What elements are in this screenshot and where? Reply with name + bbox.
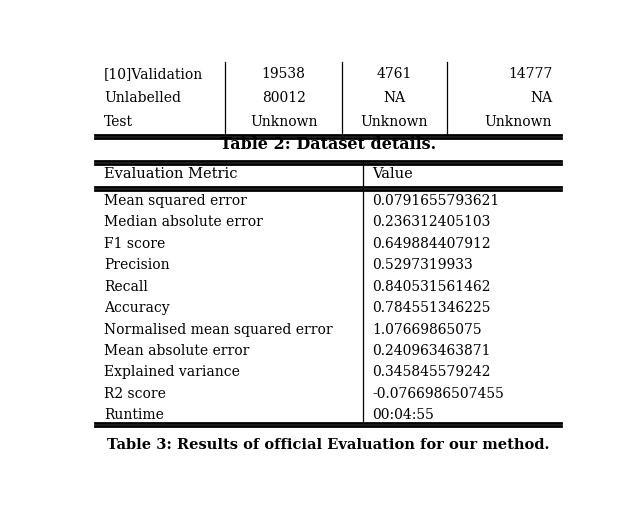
Text: Median absolute error: Median absolute error bbox=[104, 215, 262, 229]
Text: 0.649884407912: 0.649884407912 bbox=[372, 236, 490, 251]
Text: Runtime: Runtime bbox=[104, 408, 164, 422]
Text: R2 score: R2 score bbox=[104, 387, 166, 401]
Text: Normalised mean squared error: Normalised mean squared error bbox=[104, 323, 332, 337]
Text: Unknown: Unknown bbox=[484, 115, 552, 129]
Text: 00:04:55: 00:04:55 bbox=[372, 408, 434, 422]
Text: Accuracy: Accuracy bbox=[104, 301, 170, 315]
Text: Table 3: Results of official Evaluation for our method.: Table 3: Results of official Evaluation … bbox=[107, 438, 549, 452]
Text: Mean absolute error: Mean absolute error bbox=[104, 344, 249, 358]
Text: 0.240963463871: 0.240963463871 bbox=[372, 344, 490, 358]
Text: 0.345845579242: 0.345845579242 bbox=[372, 365, 490, 380]
Text: Unlabelled: Unlabelled bbox=[104, 91, 181, 105]
Text: 80012: 80012 bbox=[262, 91, 306, 105]
Text: 0.784551346225: 0.784551346225 bbox=[372, 301, 490, 315]
Text: 19538: 19538 bbox=[262, 67, 306, 81]
Text: Unknown: Unknown bbox=[361, 115, 428, 129]
Text: [10]Validation: [10]Validation bbox=[104, 67, 203, 81]
Text: 1.07669865075: 1.07669865075 bbox=[372, 323, 481, 337]
Text: NA: NA bbox=[383, 91, 406, 105]
Text: NA: NA bbox=[530, 91, 552, 105]
Text: F1 score: F1 score bbox=[104, 236, 165, 251]
Text: -0.0766986507455: -0.0766986507455 bbox=[372, 387, 504, 401]
Text: 0.236312405103: 0.236312405103 bbox=[372, 215, 490, 229]
Text: Mean squared error: Mean squared error bbox=[104, 194, 246, 208]
Text: 4761: 4761 bbox=[377, 67, 412, 81]
Text: Value: Value bbox=[372, 167, 413, 181]
Text: 0.840531561462: 0.840531561462 bbox=[372, 280, 490, 293]
Text: Precision: Precision bbox=[104, 258, 170, 272]
Text: 14777: 14777 bbox=[508, 67, 552, 81]
Text: Recall: Recall bbox=[104, 280, 148, 293]
Text: Unknown: Unknown bbox=[250, 115, 317, 129]
Text: Evaluation Metric: Evaluation Metric bbox=[104, 167, 237, 181]
Text: Test: Test bbox=[104, 115, 133, 129]
Text: 0.0791655793621: 0.0791655793621 bbox=[372, 194, 499, 208]
Text: 0.5297319933: 0.5297319933 bbox=[372, 258, 473, 272]
Text: Explained variance: Explained variance bbox=[104, 365, 240, 380]
Text: Table 2: Dataset details.: Table 2: Dataset details. bbox=[220, 136, 436, 153]
